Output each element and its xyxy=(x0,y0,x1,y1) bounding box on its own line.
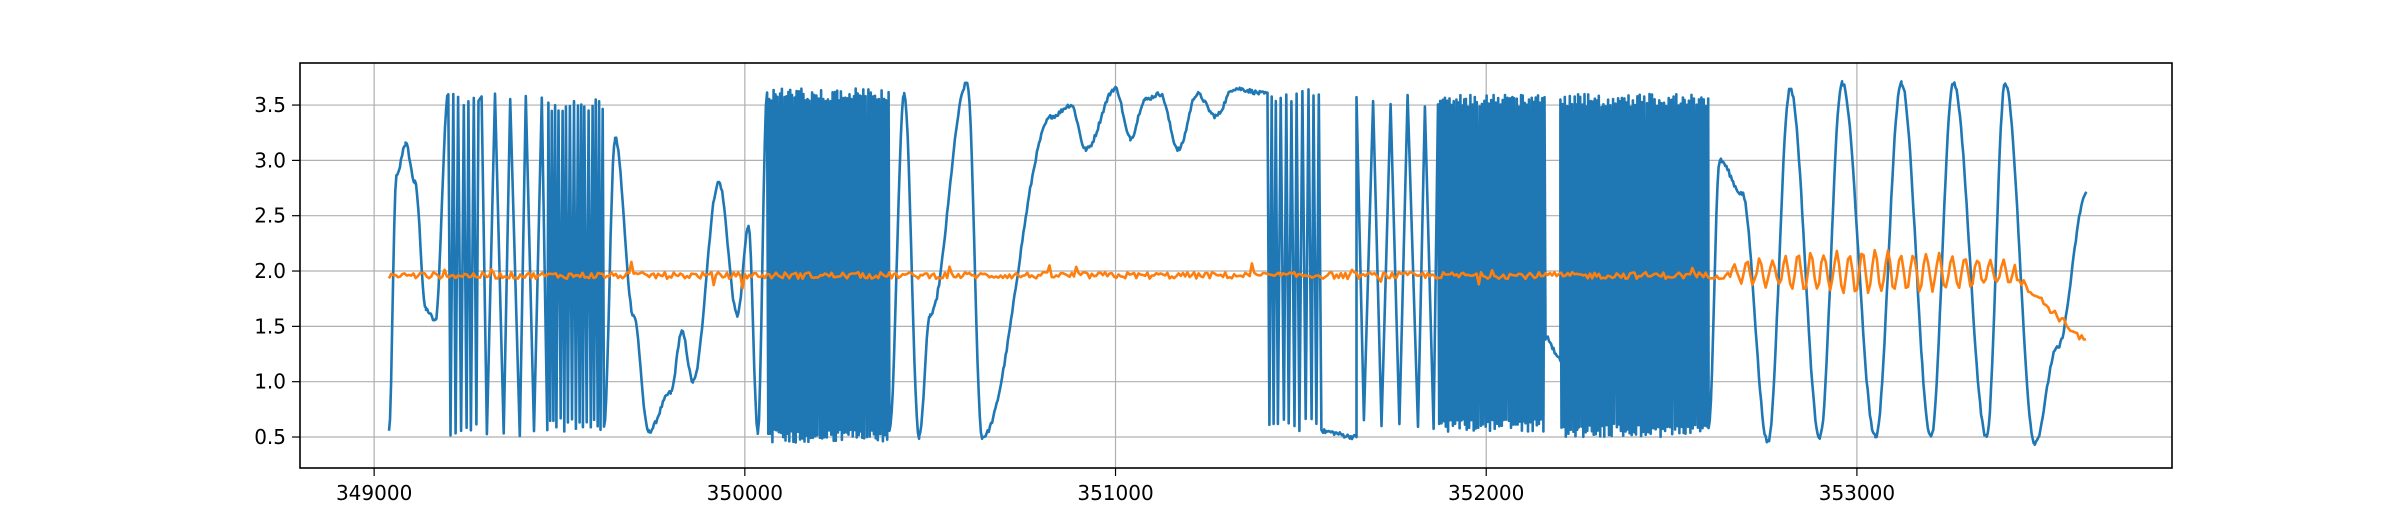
y-tick-label: 1.0 xyxy=(254,370,286,394)
x-tick-label: 352000 xyxy=(1448,481,1524,505)
y-tick-label: 3.0 xyxy=(254,148,286,172)
tick-layer: 349000 350000 351000 352000 353000 0.5 1.0 1.5 2… xyxy=(254,93,1895,505)
y-tick-label: 0.5 xyxy=(254,425,286,449)
y-tick-label: 2.0 xyxy=(254,259,286,283)
x-tick-label: 349000 xyxy=(336,481,412,505)
y-tick-label: 3.5 xyxy=(254,93,286,117)
plot-frame xyxy=(299,62,2173,469)
series-line-orange xyxy=(387,248,2086,341)
x-tick-label: 351000 xyxy=(1077,481,1153,505)
y-tick-label: 1.5 xyxy=(254,314,286,338)
y-tick-label: 2.5 xyxy=(254,204,286,228)
series-layer xyxy=(387,80,2088,446)
series-line-blue xyxy=(387,80,2088,446)
x-tick-label: 353000 xyxy=(1819,481,1895,505)
x-tick-label: 350000 xyxy=(707,481,783,505)
